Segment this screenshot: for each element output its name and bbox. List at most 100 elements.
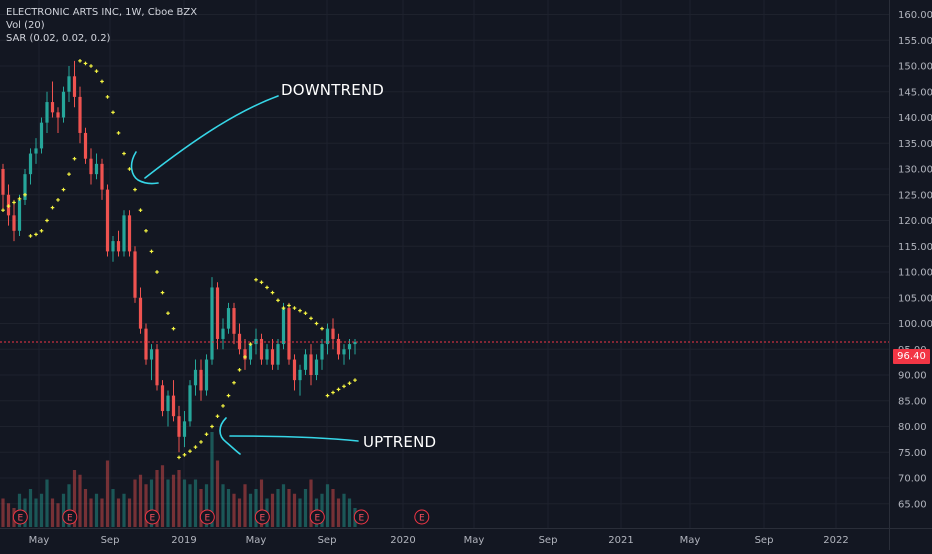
volume-bar xyxy=(105,460,110,527)
current-price-tag: 96.40 xyxy=(893,349,930,364)
volume-bar xyxy=(45,479,49,527)
x-tick-label: 2020 xyxy=(390,535,415,546)
volume-bar xyxy=(34,498,38,527)
volume-bar xyxy=(237,498,242,527)
earnings-marker-label: E xyxy=(358,514,364,524)
candle-body xyxy=(210,287,214,360)
volume-bar xyxy=(144,484,148,527)
candle-body xyxy=(50,102,55,113)
candle-body xyxy=(237,333,242,350)
candle-body xyxy=(193,369,198,386)
x-tick-label: Sep xyxy=(755,535,774,546)
volume-bar xyxy=(94,493,99,527)
earnings-marker xyxy=(353,509,369,525)
volume-bar xyxy=(182,479,187,527)
candle-body xyxy=(105,189,110,252)
candle-body xyxy=(270,349,275,365)
volume-bar xyxy=(320,493,324,527)
earnings-marker xyxy=(12,509,28,525)
volume-bar xyxy=(298,498,302,527)
y-tick-label: 75.00 xyxy=(898,448,927,459)
candle-body xyxy=(45,102,49,123)
x-tick-label: May xyxy=(464,535,485,546)
candle-body xyxy=(265,349,269,360)
candle-body xyxy=(111,241,115,252)
y-tick-label: 65.00 xyxy=(898,499,927,510)
candle-body xyxy=(182,421,187,437)
y-tick-label: 85.00 xyxy=(898,396,927,407)
x-tick-label: 2019 xyxy=(171,535,196,546)
candle-body xyxy=(94,163,99,175)
earnings-marker-label: E xyxy=(149,514,155,524)
candle-body xyxy=(17,199,22,231)
volume-bar xyxy=(221,484,225,527)
x-tick-label: Sep xyxy=(101,535,120,546)
volume-bar xyxy=(347,498,352,527)
volume-bar xyxy=(287,489,291,527)
y-tick-label: 105.00 xyxy=(898,293,932,304)
earnings-marker-label: E xyxy=(67,514,73,524)
earnings-marker xyxy=(144,509,160,525)
volume-bar xyxy=(342,493,346,527)
candle-body xyxy=(89,158,93,175)
volume-bar xyxy=(160,465,165,527)
downtrend-annotation: DOWNTREND xyxy=(281,81,385,99)
volume-bar xyxy=(83,489,88,527)
candle-body xyxy=(287,308,291,360)
candle-body xyxy=(259,338,264,360)
y-tick-label: 90.00 xyxy=(898,371,927,382)
volume-bar xyxy=(232,493,236,527)
earnings-marker-label: E xyxy=(259,514,265,524)
volume-bar xyxy=(215,460,220,527)
y-tick-label: 160.00 xyxy=(898,10,932,21)
earnings-marker-label: E xyxy=(17,514,23,524)
candle-body xyxy=(331,328,335,339)
candle-body xyxy=(292,359,297,381)
candle-body xyxy=(39,122,44,149)
candle-body xyxy=(149,349,154,360)
earnings-marker-label: E xyxy=(314,514,320,524)
earnings-marker-label: E xyxy=(419,514,425,524)
legend-volume: Vol (20) xyxy=(6,20,45,31)
earnings-marker xyxy=(254,509,270,525)
volume-bar xyxy=(281,484,286,527)
candle-body xyxy=(1,169,5,195)
volume-bar xyxy=(226,489,231,527)
volume-bar xyxy=(50,498,55,527)
volume-bar xyxy=(248,493,253,527)
candle-body xyxy=(298,369,302,381)
candle-body xyxy=(67,76,71,92)
candle-body xyxy=(188,385,192,422)
x-tick-label: May xyxy=(29,535,50,546)
y-tick-label: 130.00 xyxy=(898,165,932,176)
volume-bar xyxy=(243,484,247,527)
candle-body xyxy=(221,328,225,339)
volume-bar xyxy=(166,479,170,527)
volume-bar xyxy=(270,493,275,527)
candle-body xyxy=(342,349,346,355)
earnings-marker xyxy=(309,509,325,525)
volume-bar xyxy=(116,498,121,527)
volume-bar xyxy=(292,493,297,527)
volume-bar xyxy=(199,489,203,527)
candle-body xyxy=(243,349,247,360)
volume-bar xyxy=(259,479,264,527)
y-tick-label: 80.00 xyxy=(898,422,927,433)
candle-body xyxy=(336,338,341,355)
x-tick-label: May xyxy=(680,535,701,546)
x-tick-label: Sep xyxy=(318,535,337,546)
volume-bar xyxy=(171,474,176,527)
candle-body xyxy=(320,344,324,360)
volume-bar xyxy=(89,498,93,527)
volume-bar xyxy=(276,489,280,527)
volume-bar xyxy=(28,489,33,527)
volume-bar xyxy=(204,484,209,527)
volume-bar xyxy=(6,503,11,527)
uptrend-arrow xyxy=(219,417,359,455)
candle-body xyxy=(166,395,170,412)
candle-body xyxy=(72,76,77,97)
earnings-marker-label: E xyxy=(204,514,210,524)
candle-body xyxy=(232,308,236,334)
volume-bar xyxy=(303,489,308,527)
